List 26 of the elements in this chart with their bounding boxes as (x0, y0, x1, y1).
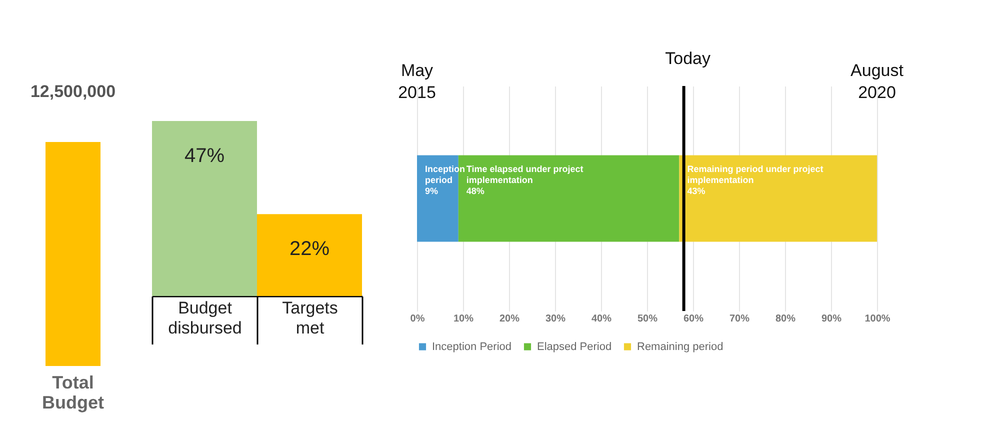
data-label: 47% (184, 145, 225, 167)
x-tick-label: 30% (545, 314, 566, 324)
x-tick-label: Budget disbursed (168, 298, 242, 338)
x-tick-label: Targets met (282, 298, 338, 338)
data-label: 12,500,000 (30, 82, 116, 101)
x-tick-label: 60% (683, 314, 704, 324)
x-tick-label: 80% (775, 314, 796, 324)
x-tick-label: 20% (499, 314, 520, 324)
x-tick-label: 70% (729, 314, 750, 324)
legend-label: Remaining period (637, 340, 724, 353)
annotation: August 2020 (850, 61, 904, 102)
annotation: May 2015 (398, 61, 436, 102)
legend-label: Elapsed Period (537, 340, 612, 353)
data-label: Time elapsed under project implementation 48% (466, 164, 584, 196)
data-label: Remaining period under project implementation 43% (687, 164, 824, 196)
x-tick-label: 40% (591, 314, 612, 324)
x-tick-label: 90% (821, 314, 842, 324)
data-label: 22% (289, 238, 330, 260)
x-tick-label: 10% (453, 314, 474, 324)
x-tick-label: Total Budget (42, 372, 104, 412)
x-tick-label: 0% (410, 314, 425, 324)
ref-line-label: Today (665, 49, 711, 68)
bar (679, 155, 877, 242)
x-tick-label: 100% (864, 314, 890, 324)
x-tick-label: 50% (637, 314, 658, 324)
legend-label: Inception Period (432, 340, 512, 353)
